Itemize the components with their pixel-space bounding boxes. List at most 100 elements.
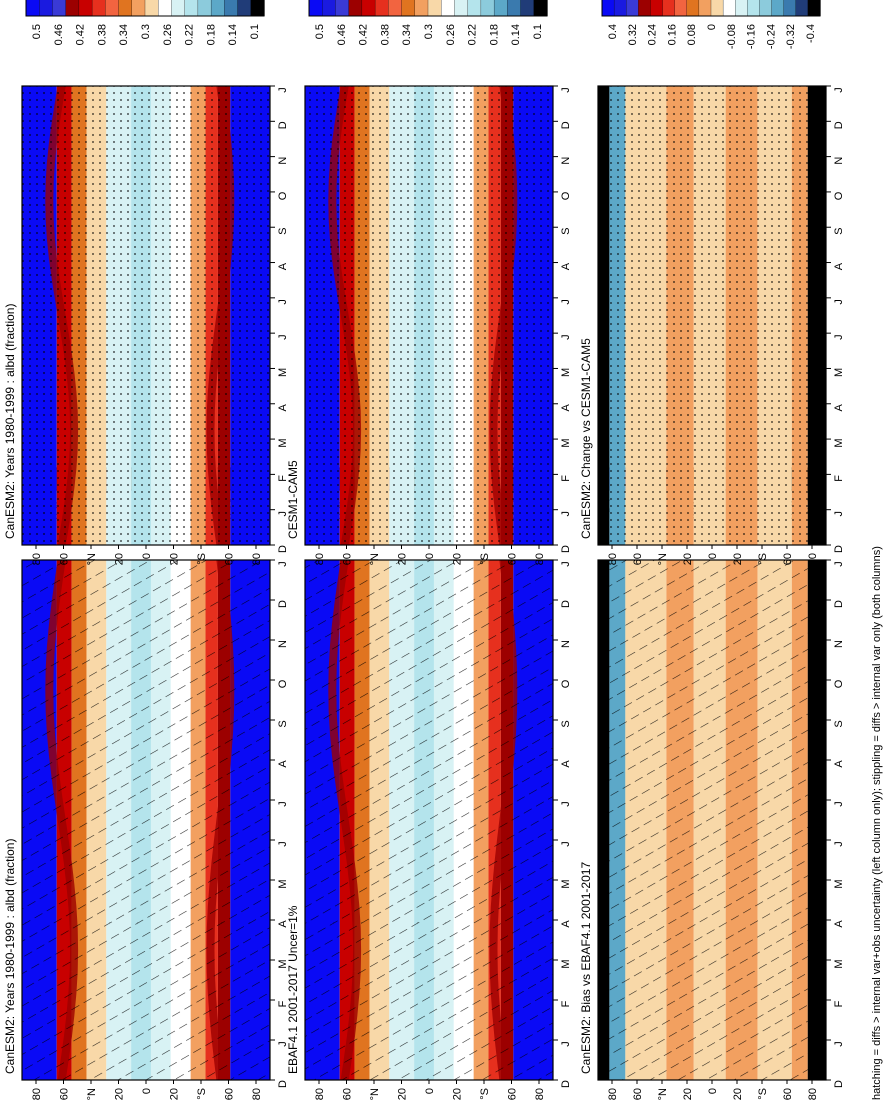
- month-tick-label: A: [560, 262, 572, 270]
- panel-title: CanESM2: Years 1980-1999 : albd (fractio…: [3, 304, 17, 539]
- panel-title: CanESM2: Years 1980-1999 : albd (fractio…: [3, 839, 17, 1074]
- month-tick-label: O: [277, 191, 289, 200]
- colorbar-label: 0.1: [532, 24, 544, 39]
- colorbar-frame: [601, 0, 821, 17]
- colorbar-swatch: [507, 0, 522, 17]
- lat-tick-label: 20: [169, 1088, 181, 1100]
- month-tick-label: S: [833, 720, 845, 727]
- colorbar-swatch: [613, 0, 627, 17]
- colorbar-swatch: [197, 0, 212, 17]
- colorbar-swatch: [171, 0, 186, 17]
- colorbar-label: 0.46: [336, 24, 348, 45]
- colorbar-swatch: [454, 0, 469, 17]
- month-tick-label: O: [833, 679, 845, 688]
- lat-tick-label: 60: [224, 553, 236, 565]
- panel-title: CanESM2: Change vs CESM1-CAM5: [579, 338, 593, 539]
- colorbar-label: -0.32: [785, 24, 797, 49]
- month-tick-label: D: [277, 1080, 289, 1088]
- month-tick-label: A: [833, 920, 845, 928]
- month-tick-label: M: [277, 879, 289, 888]
- month-tick-label: S: [833, 228, 845, 235]
- month-tick-label: D: [560, 121, 572, 129]
- month-tick-label: F: [277, 475, 289, 482]
- lat-tick-label: 60: [59, 1088, 71, 1100]
- lat-tick-label: 0: [141, 1088, 153, 1094]
- month-tick-label: J: [560, 334, 572, 340]
- month-tick-label: D: [560, 600, 572, 608]
- month-tick-label: J: [833, 299, 845, 305]
- colorbar-frame: [308, 0, 548, 17]
- lat-tick-label: 80: [807, 1088, 819, 1100]
- month-tick-label: D: [277, 121, 289, 129]
- month-tick-label: J: [277, 801, 289, 807]
- stippling-overlay: [598, 86, 826, 545]
- month-tick-label: J: [560, 841, 572, 847]
- month-tick-label: J: [277, 1041, 289, 1047]
- colorbar-swatch: [52, 0, 67, 17]
- colorbar-label: -0.16: [746, 24, 758, 49]
- stippling-overlay: [22, 86, 270, 545]
- colorbar-swatch: [441, 0, 456, 17]
- panel-2: D J F M A M J J A S O N D J 80 60 °N 20 0 20 °S 60 80 EBAF4.1 2…: [286, 467, 572, 1100]
- panel-0: D J F M A M J J A S O N D J 80 60 °N 20 0 20 °S 60 80 CanESM2: …: [3, 467, 289, 1100]
- colorbar-label: 0.3: [423, 24, 435, 39]
- month-tick-label: D: [560, 545, 572, 553]
- lat-tick-label: 0: [707, 553, 719, 559]
- month-tick-label: J: [277, 299, 289, 305]
- month-tick-label: J: [560, 801, 572, 807]
- colorbar-label: 0.22: [467, 24, 479, 45]
- month-tick-label: M: [833, 959, 845, 968]
- month-tick-label: M: [560, 438, 572, 447]
- lat-tick-label: 60: [342, 553, 354, 565]
- colorbar-swatch: [698, 0, 712, 17]
- colorbar-swatch: [105, 0, 120, 17]
- month-tick-label: D: [833, 545, 845, 553]
- colorbar-swatch: [335, 0, 350, 17]
- panel-title: CESM1-CAM5: [286, 460, 300, 539]
- month-tick-label: N: [560, 157, 572, 165]
- colorbar-swatch: [533, 0, 548, 17]
- month-tick-label: A: [277, 920, 289, 928]
- lat-tick-label: °S: [757, 553, 769, 565]
- month-tick-label: J: [277, 87, 289, 93]
- panel-title: EBAF4.1 2001-2017 Uncer=1%: [286, 905, 300, 1074]
- colorbar-swatch: [735, 0, 748, 17]
- month-tick-label: J: [560, 561, 572, 567]
- month-tick-label: J: [833, 511, 845, 517]
- month-tick-label: J: [833, 841, 845, 847]
- month-tick-label: F: [560, 1000, 572, 1007]
- month-tick-label: N: [277, 157, 289, 165]
- lat-tick-label: °N: [369, 1088, 381, 1100]
- lat-tick-label: 60: [632, 1088, 644, 1100]
- panel-5: D J F M A M J J A S O N D J 80 60 °N 20 0 20 °S 60 80 CanESM2: …: [579, 0, 845, 565]
- month-tick-label: F: [560, 475, 572, 482]
- lat-tick-label: 20: [397, 1088, 409, 1100]
- colorbar-label: 0.42: [75, 24, 87, 45]
- lat-tick-label: °S: [479, 553, 491, 565]
- panel-3: D J F M A M J J A S O N D J 80 60 °N 20 0 20 °S 60 80 CESM1-CAM…: [286, 0, 572, 565]
- colorbar-swatch: [759, 0, 773, 17]
- colorbar-label: 0.26: [162, 24, 174, 45]
- month-tick-label: F: [277, 1000, 289, 1007]
- month-tick-label: D: [833, 1080, 845, 1088]
- month-tick-label: N: [277, 640, 289, 648]
- lat-tick-label: 60: [342, 1088, 354, 1100]
- colorbar-swatch: [807, 0, 821, 17]
- month-tick-label: A: [560, 920, 572, 928]
- lat-tick-label: 20: [114, 553, 126, 565]
- colorbar-label: 0.26: [445, 24, 457, 45]
- lat-tick-label: °S: [479, 1088, 491, 1100]
- month-tick-label: M: [833, 368, 845, 377]
- colorbar-frame: [25, 0, 265, 17]
- month-tick-label: J: [277, 841, 289, 847]
- colorbar-swatch: [237, 0, 252, 17]
- month-tick-label: S: [277, 228, 289, 235]
- lat-tick-label: 80: [251, 1088, 263, 1100]
- colorbar-swatch: [638, 0, 652, 17]
- lat-tick-label: 80: [314, 553, 326, 565]
- lat-tick-label: 80: [807, 553, 819, 565]
- month-tick-label: D: [833, 600, 845, 608]
- colorbar-swatch: [662, 0, 676, 17]
- colorbar-swatch: [131, 0, 146, 17]
